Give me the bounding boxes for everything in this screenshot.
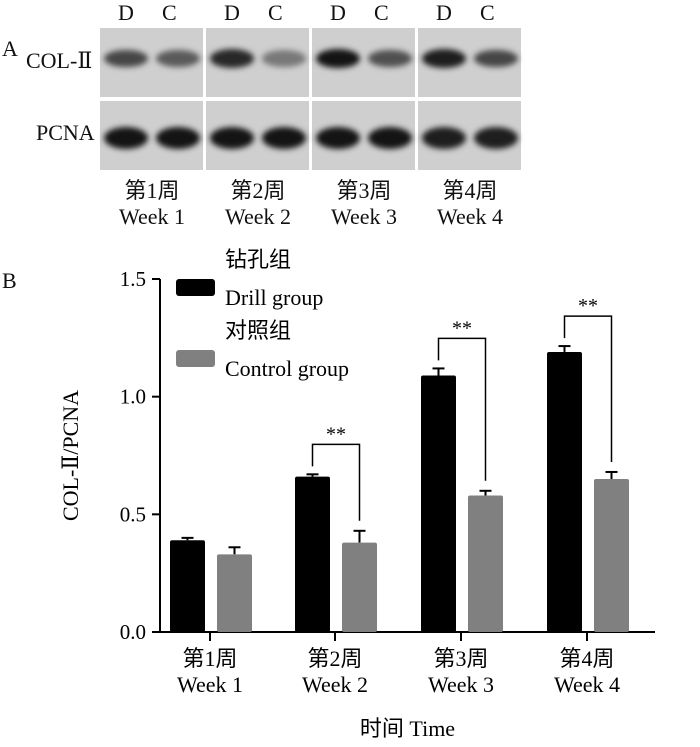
protein-band bbox=[474, 126, 518, 149]
legend-label: Control group bbox=[225, 356, 349, 381]
lane-label: C bbox=[374, 0, 389, 25]
blot-panel bbox=[100, 101, 203, 170]
blot-panel bbox=[100, 28, 203, 97]
bar-control bbox=[594, 479, 629, 632]
significance-label: ** bbox=[452, 317, 472, 339]
lane-label: C bbox=[480, 0, 495, 25]
legend-swatch bbox=[176, 350, 215, 367]
lane-label: D bbox=[436, 0, 452, 25]
y-tick-label: 1.5 bbox=[120, 267, 146, 291]
lane-label: C bbox=[268, 0, 283, 25]
significance-label: ** bbox=[326, 423, 346, 445]
y-tick-label: 0.5 bbox=[120, 502, 146, 526]
protein-band bbox=[262, 126, 306, 149]
y-tick-label: 1.0 bbox=[120, 385, 146, 409]
lane-label: C bbox=[162, 0, 177, 25]
bar-drill bbox=[170, 540, 205, 632]
legend-label-cn: 对照组 bbox=[225, 318, 291, 343]
legend-label-cn: 钻孔组 bbox=[225, 247, 291, 272]
protein-band bbox=[316, 48, 360, 69]
protein-band bbox=[474, 49, 518, 68]
lane-label: D bbox=[118, 0, 134, 25]
significance-label: ** bbox=[578, 295, 598, 317]
bar-drill bbox=[421, 375, 456, 632]
protein-band bbox=[156, 126, 200, 149]
significance-bracket bbox=[311, 443, 361, 521]
bar-control bbox=[342, 542, 377, 632]
significance-bracket bbox=[437, 337, 487, 481]
x-tick-label-cn: 第3周 bbox=[433, 646, 488, 671]
protein-band bbox=[156, 49, 200, 68]
blot-panel bbox=[312, 101, 415, 170]
row-label-pcna: PCNA bbox=[36, 120, 95, 145]
bar-control bbox=[468, 495, 503, 632]
bar-drill bbox=[295, 476, 330, 632]
lane-label: D bbox=[224, 0, 240, 25]
blot-panel bbox=[206, 101, 309, 170]
blot-week-label: 第4周 Week 4 bbox=[436, 178, 504, 229]
protein-band bbox=[262, 50, 306, 67]
protein-band bbox=[210, 49, 254, 68]
x-tick-label: Week 2 bbox=[302, 672, 368, 697]
protein-band bbox=[210, 126, 254, 149]
blot-week-label: 第1周 Week 1 bbox=[118, 178, 186, 229]
blot-panel bbox=[418, 28, 521, 97]
panel-a-label: A bbox=[2, 36, 18, 61]
legend-label: Drill group bbox=[225, 285, 323, 310]
y-tick-label: 0.0 bbox=[120, 620, 146, 644]
y-axis-label: COL-Ⅱ/PCNA bbox=[58, 390, 83, 521]
x-axis-label: 时间 Time bbox=[360, 716, 455, 741]
bar-drill bbox=[547, 351, 582, 632]
protein-band bbox=[368, 126, 412, 149]
blot-week-label: 第3周 Week 3 bbox=[330, 178, 398, 229]
blot-panel bbox=[312, 28, 415, 97]
protein-band bbox=[316, 126, 360, 149]
blot-week-label: 第2周 Week 2 bbox=[224, 178, 292, 229]
row-label-col2: COL-Ⅱ bbox=[26, 48, 93, 73]
lane-label: D bbox=[330, 0, 346, 25]
protein-band bbox=[422, 48, 466, 69]
x-tick-label: Week 1 bbox=[177, 672, 243, 697]
x-tick-label-cn: 第2周 bbox=[307, 646, 362, 671]
x-tick-label-cn: 第4周 bbox=[559, 646, 614, 671]
x-tick-label: Week 3 bbox=[428, 672, 494, 697]
protein-band bbox=[368, 49, 412, 68]
protein-band bbox=[104, 126, 148, 149]
protein-band bbox=[422, 126, 466, 149]
blot-panel bbox=[206, 28, 309, 97]
panel-b-label: B bbox=[2, 268, 17, 293]
x-tick-label-cn: 第1周 bbox=[182, 646, 237, 671]
bar-control bbox=[217, 554, 252, 632]
x-tick-label: Week 4 bbox=[554, 672, 620, 697]
protein-band bbox=[104, 49, 148, 68]
significance-bracket bbox=[563, 315, 613, 462]
legend-swatch bbox=[176, 279, 215, 296]
blot-panel bbox=[418, 101, 521, 170]
